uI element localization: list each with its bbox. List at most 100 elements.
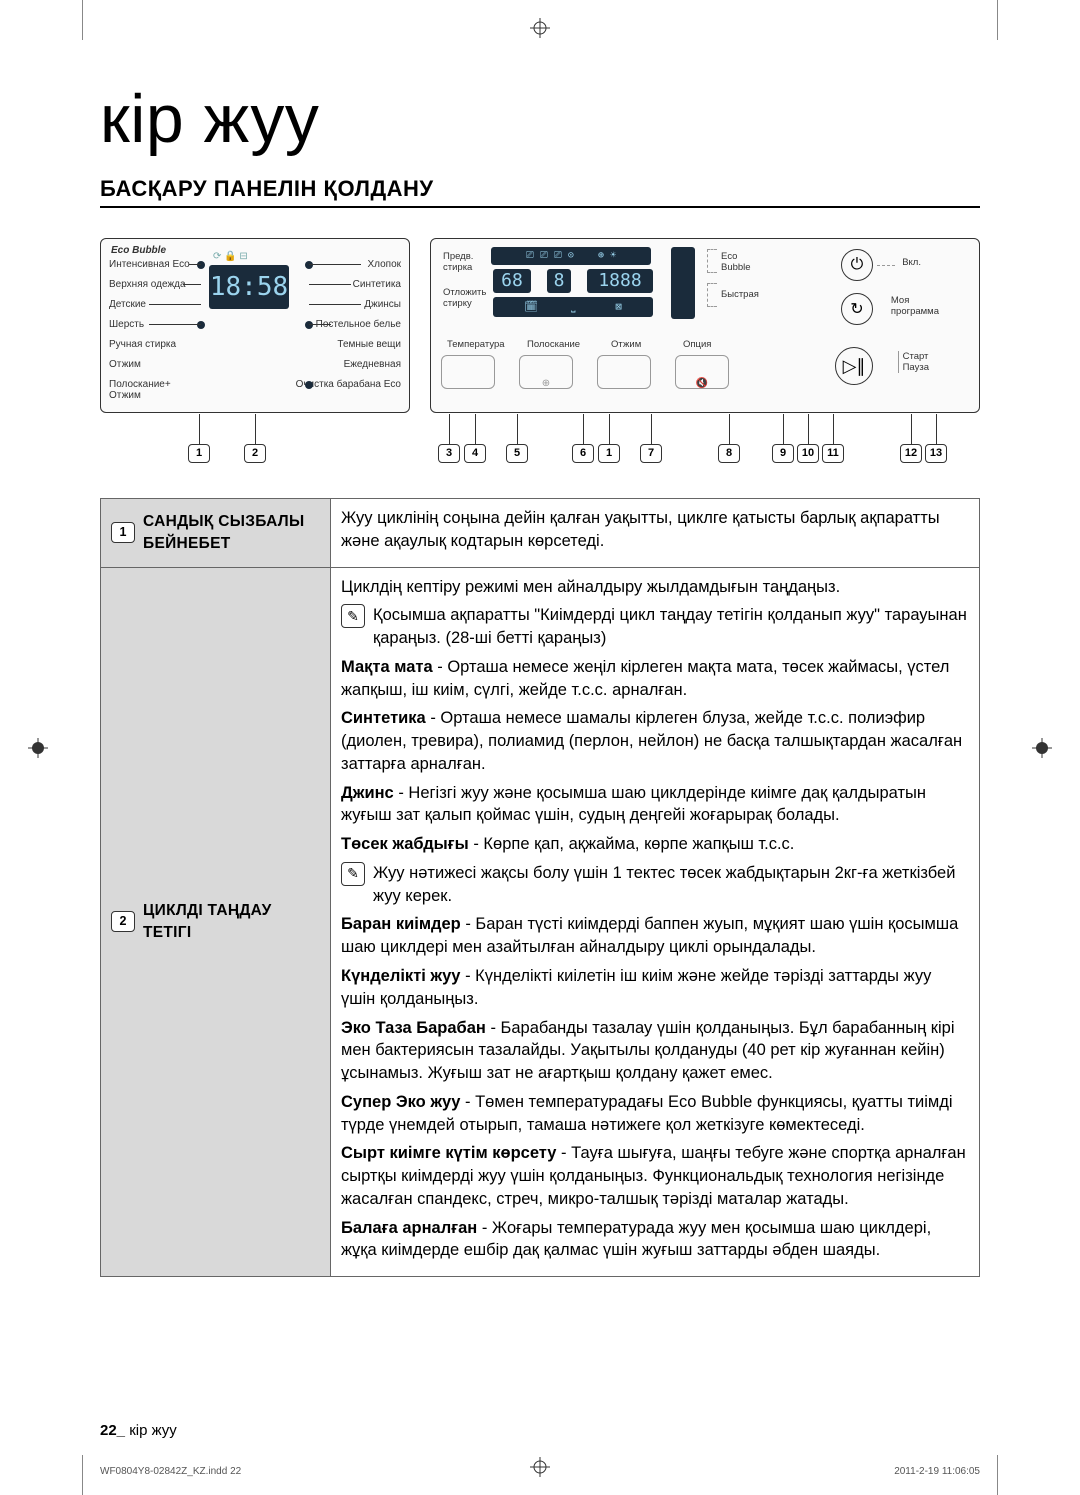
delay-label: Отложить стирку <box>443 287 486 309</box>
row2-desc-cell: Циклдің кептіру режимі мен айналдыру жыл… <box>331 567 980 1277</box>
temp-button[interactable] <box>441 355 495 389</box>
callout-1b: 1 <box>598 444 620 463</box>
connector-line <box>309 324 331 325</box>
print-timestamp: 2011-2-19 11:06:05 <box>894 1466 980 1477</box>
start-pause-button[interactable]: ▷∥ <box>835 347 873 385</box>
leader-line <box>475 414 476 444</box>
prog-baby: Детские <box>109 299 146 310</box>
table-row: 1 САНДЫҚ СЫЗБАЛЫ БЕЙНЕБЕТ Жуу циклінің с… <box>101 499 980 568</box>
leader-line <box>729 414 730 444</box>
quick-bracket <box>707 283 717 307</box>
myprogram-button[interactable]: ↻ <box>841 293 873 325</box>
page-number: 22_ <box>100 1422 125 1439</box>
page-label: кір жуу <box>129 1422 177 1439</box>
dark-desc: Баран киімдер - Баран түсті киімдерді ба… <box>341 913 969 959</box>
leader-line <box>783 414 784 444</box>
display-temp: 68 <box>493 269 531 293</box>
option-button[interactable]: 🔇 <box>675 355 729 389</box>
power-button[interactable]: ⏻ <box>841 249 873 281</box>
note-icon: ✎ <box>341 604 365 628</box>
section-title: БАСҚАРУ ПАНЕЛІН ҚОЛДАНУ <box>100 176 980 208</box>
connector-line <box>149 304 201 305</box>
outer-h: Сырт киімге күтім көрсету <box>341 1144 556 1162</box>
note1-text: Қосымша ақпаратты "Киімдерді цикл таңдау… <box>373 604 969 650</box>
prog-rinse-spin: Полоскание+ Отжим <box>109 379 171 401</box>
ecodrum-desc: Эко Таза Барабан - Барабанды тазалау үші… <box>341 1017 969 1085</box>
leader-line <box>936 414 937 444</box>
connector-line <box>183 284 201 285</box>
row1-text: Жуу циклінің соңына дейін қалған уақытты… <box>341 507 969 553</box>
temp-button-label: Температура <box>447 339 505 350</box>
callout-2: 2 <box>244 444 266 463</box>
eco-bubble-label: Eco Bubble <box>111 245 166 256</box>
ecodrum-h: Эко Таза Барабан <box>341 1019 486 1037</box>
prog-wool: Шерсть <box>109 319 144 330</box>
prog-jeans: Джинсы <box>364 299 401 310</box>
start-pause-label: Старт Пауза <box>898 351 929 373</box>
row1-label-cell: 1 САНДЫҚ СЫЗБАЛЫ БЕЙНЕБЕТ <box>101 499 331 568</box>
leader-line <box>609 414 610 444</box>
prog-spin: Отжим <box>109 359 141 370</box>
leader-line <box>449 414 450 444</box>
note-icon: ✎ <box>341 862 365 886</box>
bed-h: Төсек жабдығы <box>341 835 469 853</box>
status-icons-row: ⟳ 🔒 ⊟ <box>213 251 248 262</box>
note-row: ✎ Жуу нәтижесі жақсы болу үшін 1 тектес … <box>341 862 969 908</box>
dial-dot <box>305 261 313 269</box>
leader-line <box>255 414 256 444</box>
control-panel-diagram: Eco Bubble 18:58 ⟳ 🔒 ⊟ Интенсивная Eco В… <box>100 228 980 468</box>
row2-label: ЦИКЛДІ ТАҢДАУ ТЕТІГІ <box>143 900 320 943</box>
eco-bubble-option: Eco Bubble <box>721 251 751 273</box>
time-display: 18:58 <box>209 265 289 309</box>
connector-line <box>149 324 201 325</box>
row2-number: 2 <box>111 911 135 932</box>
spin-button[interactable] <box>597 355 651 389</box>
daily-desc: Күнделікті жуу - Күнделікті киілетін іш … <box>341 965 969 1011</box>
prog-dark: Темные вещи <box>337 339 401 350</box>
myprogram-label: Моя программа <box>891 295 939 317</box>
jeans-h: Джинс <box>341 784 394 802</box>
registration-mark-right <box>1032 738 1052 758</box>
bed-t: - Көрпе қап, ақжайма, көрпе жапқыш т.с.с… <box>469 835 795 853</box>
registration-mark-top <box>530 18 550 38</box>
option-button-label: Опция <box>683 339 711 350</box>
rinse-button-label: Полоскание <box>527 339 580 350</box>
connector-line <box>189 264 201 265</box>
supereco-desc: Супер Эко жуу - Төмен температурадағы Ec… <box>341 1091 969 1137</box>
prog-daily: Ежедневная <box>344 359 401 370</box>
display-rinse: 8 <box>547 269 571 293</box>
callout-3: 3 <box>438 444 460 463</box>
eco-bracket <box>707 249 717 273</box>
callout-7: 7 <box>640 444 662 463</box>
dial-dot <box>305 321 313 329</box>
callout-9: 9 <box>772 444 794 463</box>
supereco-h: Супер Эко жуу <box>341 1093 460 1111</box>
leader-line <box>199 414 200 444</box>
outer-desc: Сырт киімге күтім көрсету - Тауға шығуға… <box>341 1142 969 1210</box>
description-table: 1 САНДЫҚ СЫЗБАЛЫ БЕЙНЕБЕТ Жуу циклінің с… <box>100 498 980 1277</box>
rinse-button[interactable]: ⊕ <box>519 355 573 389</box>
crop-line <box>82 1455 83 1495</box>
callout-6: 6 <box>572 444 594 463</box>
callout-4: 4 <box>464 444 486 463</box>
registration-mark-bottom <box>530 1457 550 1477</box>
cotton-desc: Мақта мата - Орташа немесе жеңіл кірлеге… <box>341 656 969 702</box>
connector-line <box>309 284 351 285</box>
indd-file: WF0804Y8-02842Z_KZ.indd 22 <box>100 1466 241 1477</box>
page-title: кір жуу <box>100 80 980 158</box>
options-panel: Предв. стирка Отложить стирку ⎚ ⎚ ⎚ ⊙ ⊕ … <box>430 238 980 413</box>
crop-line <box>997 1455 998 1495</box>
synth-desc: Синтетика - Орташа немесе шамалы кірлеге… <box>341 707 969 775</box>
prog-handwash: Ручная стирка <box>109 339 176 350</box>
dial-dot <box>305 381 313 389</box>
leader-line <box>833 414 834 444</box>
jeans-desc: Джинс - Негізгі жуу және қосымша шаю цик… <box>341 782 969 828</box>
callout-10: 10 <box>797 444 819 463</box>
table-row: 2 ЦИКЛДІ ТАҢДАУ ТЕТІГІ Циклдің кептіру р… <box>101 567 980 1277</box>
callout-12: 12 <box>900 444 922 463</box>
connector-line <box>309 304 361 305</box>
prog-intensive-eco: Интенсивная Eco <box>109 259 190 270</box>
row2-p1: Циклдің кептіру режимі мен айналдыру жыл… <box>341 576 969 599</box>
registration-mark-left <box>28 738 48 758</box>
cotton-t: - Орташа немесе жеңіл кірлеген мақта мат… <box>341 658 949 699</box>
